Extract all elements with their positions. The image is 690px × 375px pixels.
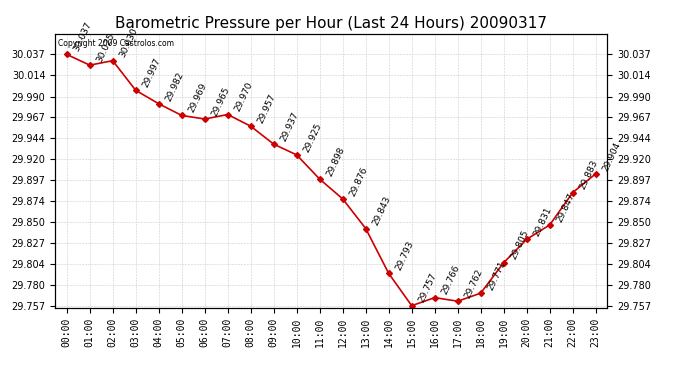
Text: 29.997: 29.997: [141, 57, 163, 89]
Text: 29.771: 29.771: [486, 260, 508, 292]
Text: 29.904: 29.904: [601, 140, 622, 172]
Text: 29.762: 29.762: [463, 268, 484, 300]
Text: 29.969: 29.969: [187, 82, 208, 114]
Text: 29.876: 29.876: [348, 165, 370, 198]
Text: 29.965: 29.965: [210, 85, 232, 118]
Text: 29.925: 29.925: [302, 121, 324, 153]
Text: 29.937: 29.937: [279, 110, 301, 143]
Text: 29.843: 29.843: [371, 195, 393, 227]
Text: 30.037: 30.037: [72, 21, 94, 53]
Text: 29.805: 29.805: [509, 229, 531, 261]
Text: 30.030: 30.030: [118, 27, 140, 59]
Text: 29.883: 29.883: [578, 159, 600, 191]
Text: 29.982: 29.982: [164, 70, 186, 102]
Text: 29.793: 29.793: [394, 240, 415, 272]
Text: 29.898: 29.898: [325, 146, 346, 178]
Text: 29.766: 29.766: [440, 264, 462, 296]
Text: 29.847: 29.847: [555, 191, 577, 224]
Text: 29.970: 29.970: [233, 81, 255, 113]
Text: 29.757: 29.757: [417, 272, 439, 304]
Title: Barometric Pressure per Hour (Last 24 Hours) 20090317: Barometric Pressure per Hour (Last 24 Ho…: [115, 16, 547, 31]
Text: 30.025: 30.025: [95, 32, 117, 64]
Text: 29.831: 29.831: [532, 206, 553, 238]
Text: 29.957: 29.957: [256, 93, 277, 125]
Text: Copyright 2009 Castrolos.com: Copyright 2009 Castrolos.com: [58, 39, 174, 48]
